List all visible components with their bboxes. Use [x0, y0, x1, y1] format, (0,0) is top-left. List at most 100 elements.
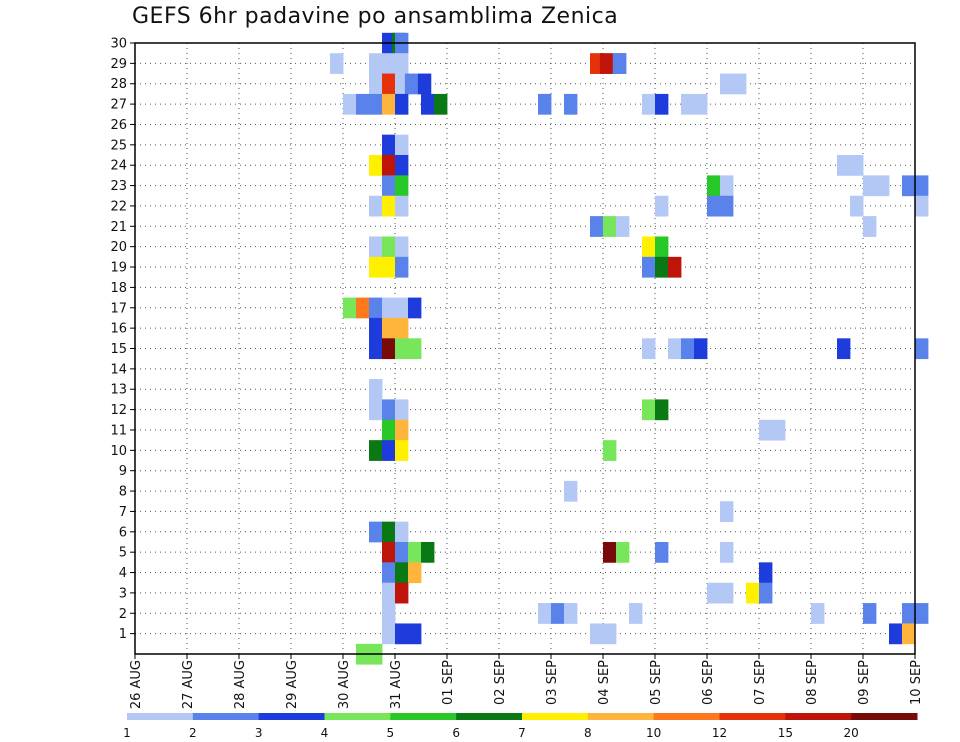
heatmap-cell	[369, 440, 383, 461]
heatmap-cell	[564, 603, 578, 624]
heatmap-cells	[330, 32, 929, 665]
heatmap-cell	[330, 53, 344, 74]
legend-swatch	[390, 713, 457, 720]
legend-label: 10	[646, 726, 661, 740]
legend-label: 20	[844, 726, 859, 740]
legend-label: 3	[255, 726, 263, 740]
heatmap-cell	[837, 155, 851, 176]
heatmap-cell	[915, 603, 929, 624]
legend-label: 7	[518, 726, 526, 740]
heatmap-cell	[720, 195, 734, 217]
heatmap-cell	[369, 399, 383, 421]
y-tick-label: 11	[110, 423, 127, 438]
heatmap-cell	[369, 73, 383, 95]
heatmap-cell	[590, 216, 604, 237]
legend-swatch	[456, 713, 523, 720]
heatmap-cell	[642, 399, 656, 421]
y-tick-label: 5	[119, 546, 127, 561]
heatmap-cell	[655, 541, 669, 563]
heatmap-cell	[382, 175, 396, 197]
y-tick-label: 17	[110, 301, 127, 316]
x-tick-label: 05 SEP	[649, 660, 664, 705]
y-tick-label: 6	[119, 525, 127, 540]
heatmap-cell	[629, 603, 643, 624]
heatmap-cell	[772, 419, 786, 441]
heatmap-cell	[642, 236, 656, 258]
heatmap-cell	[382, 93, 396, 115]
y-tick-label: 24	[110, 159, 127, 174]
x-tick-label: 26 AUG	[129, 660, 144, 709]
heatmap-cell	[863, 175, 877, 197]
heatmap-cell	[395, 256, 409, 278]
legend-label: 2	[189, 726, 197, 740]
heatmap-cell	[382, 338, 396, 360]
heatmap-cell	[603, 440, 617, 461]
heatmap-cell	[369, 195, 383, 217]
heatmap-cell	[720, 175, 734, 197]
y-tick-label: 7	[119, 505, 127, 520]
x-tick-label: 08 SEP	[805, 660, 820, 705]
y-tick-label: 15	[110, 342, 127, 357]
x-tick-label: 31 AUG	[389, 660, 404, 709]
heatmap-cell	[408, 338, 422, 360]
heatmap-cell	[759, 419, 773, 441]
heatmap-cell	[538, 93, 552, 115]
y-tick-label: 25	[110, 138, 127, 153]
heatmap-cell	[395, 521, 409, 543]
heatmap-cell	[382, 195, 396, 217]
heatmap-cell	[551, 603, 565, 624]
heatmap-cell	[837, 338, 851, 360]
y-tick-label: 29	[110, 57, 127, 72]
heatmap-cell	[746, 582, 760, 604]
y-tick-label: 14	[110, 362, 127, 377]
heatmap-cell	[369, 53, 383, 74]
y-axis-ticks: 1234567891011121314151617181920212223242…	[110, 37, 135, 642]
heatmap-cell	[681, 93, 695, 115]
heatmap-cell	[616, 541, 630, 563]
heatmap-cell	[356, 93, 370, 115]
heatmap-cell	[850, 155, 864, 176]
heatmap-cell	[369, 236, 383, 258]
y-tick-label: 8	[119, 485, 127, 500]
heatmap-cell	[408, 623, 422, 645]
heatmap-cell	[759, 562, 773, 584]
heatmap-cell	[720, 541, 734, 563]
x-tick-label: 04 SEP	[597, 660, 612, 705]
heatmap-cell	[395, 582, 409, 604]
heatmap-cell	[421, 541, 435, 563]
heatmap-cell	[612, 53, 627, 74]
y-tick-label: 12	[110, 403, 127, 418]
heatmap-cell	[369, 338, 383, 360]
heatmap-cell	[382, 53, 396, 74]
heatmap-cell	[408, 297, 422, 319]
legend-swatch	[127, 713, 194, 720]
heatmap-cell	[395, 297, 409, 319]
heatmap-cell	[382, 521, 396, 543]
heatmap-cell	[343, 297, 357, 319]
heatmap-cell	[382, 297, 396, 319]
heatmap-cell	[655, 256, 669, 278]
legend-swatch	[522, 713, 589, 720]
legend-label: 1	[123, 726, 131, 740]
y-tick-label: 21	[110, 220, 127, 235]
heatmap-cell	[382, 134, 396, 156]
heatmap-cell	[395, 175, 409, 197]
heatmap-cell	[382, 623, 396, 645]
x-tick-label: 29 AUG	[285, 660, 300, 709]
legend-swatch	[258, 713, 325, 720]
y-tick-label: 9	[119, 464, 127, 479]
heatmap-cell	[369, 297, 383, 319]
heatmap-cell	[902, 603, 916, 624]
heatmap-cell	[434, 93, 448, 115]
heatmap-cell	[395, 317, 409, 339]
heatmap-cell	[538, 603, 552, 624]
legend-swatch	[719, 713, 786, 720]
heatmap-cell	[863, 216, 877, 237]
heatmap-cell	[395, 134, 409, 156]
heatmap-cell	[603, 541, 617, 563]
heatmap-cell	[404, 73, 419, 95]
x-axis-ticks: 26 AUG 27 AUG 28 AUG 29 AUG 30 AUG 31 AUG 01 S…	[129, 654, 924, 709]
legend-swatch	[653, 713, 720, 720]
heatmap-cell	[863, 603, 877, 624]
heatmap-cell	[395, 541, 409, 563]
